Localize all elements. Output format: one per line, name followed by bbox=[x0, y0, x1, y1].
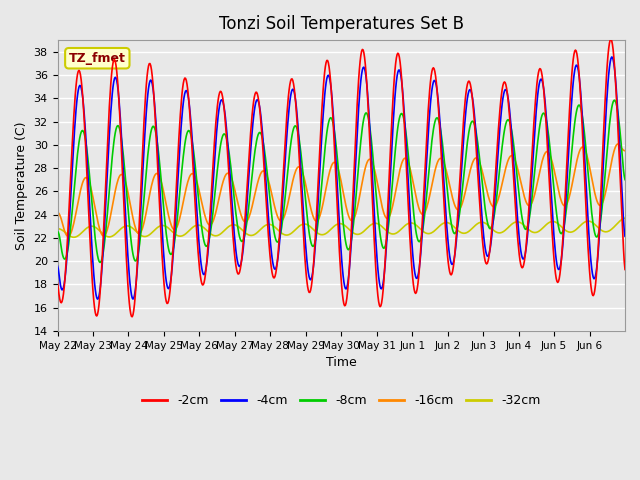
Text: TZ_fmet: TZ_fmet bbox=[69, 52, 125, 65]
Legend: -2cm, -4cm, -8cm, -16cm, -32cm: -2cm, -4cm, -8cm, -16cm, -32cm bbox=[137, 389, 545, 412]
X-axis label: Time: Time bbox=[326, 356, 356, 369]
Y-axis label: Soil Temperature (C): Soil Temperature (C) bbox=[15, 121, 28, 250]
Title: Tonzi Soil Temperatures Set B: Tonzi Soil Temperatures Set B bbox=[219, 15, 464, 33]
